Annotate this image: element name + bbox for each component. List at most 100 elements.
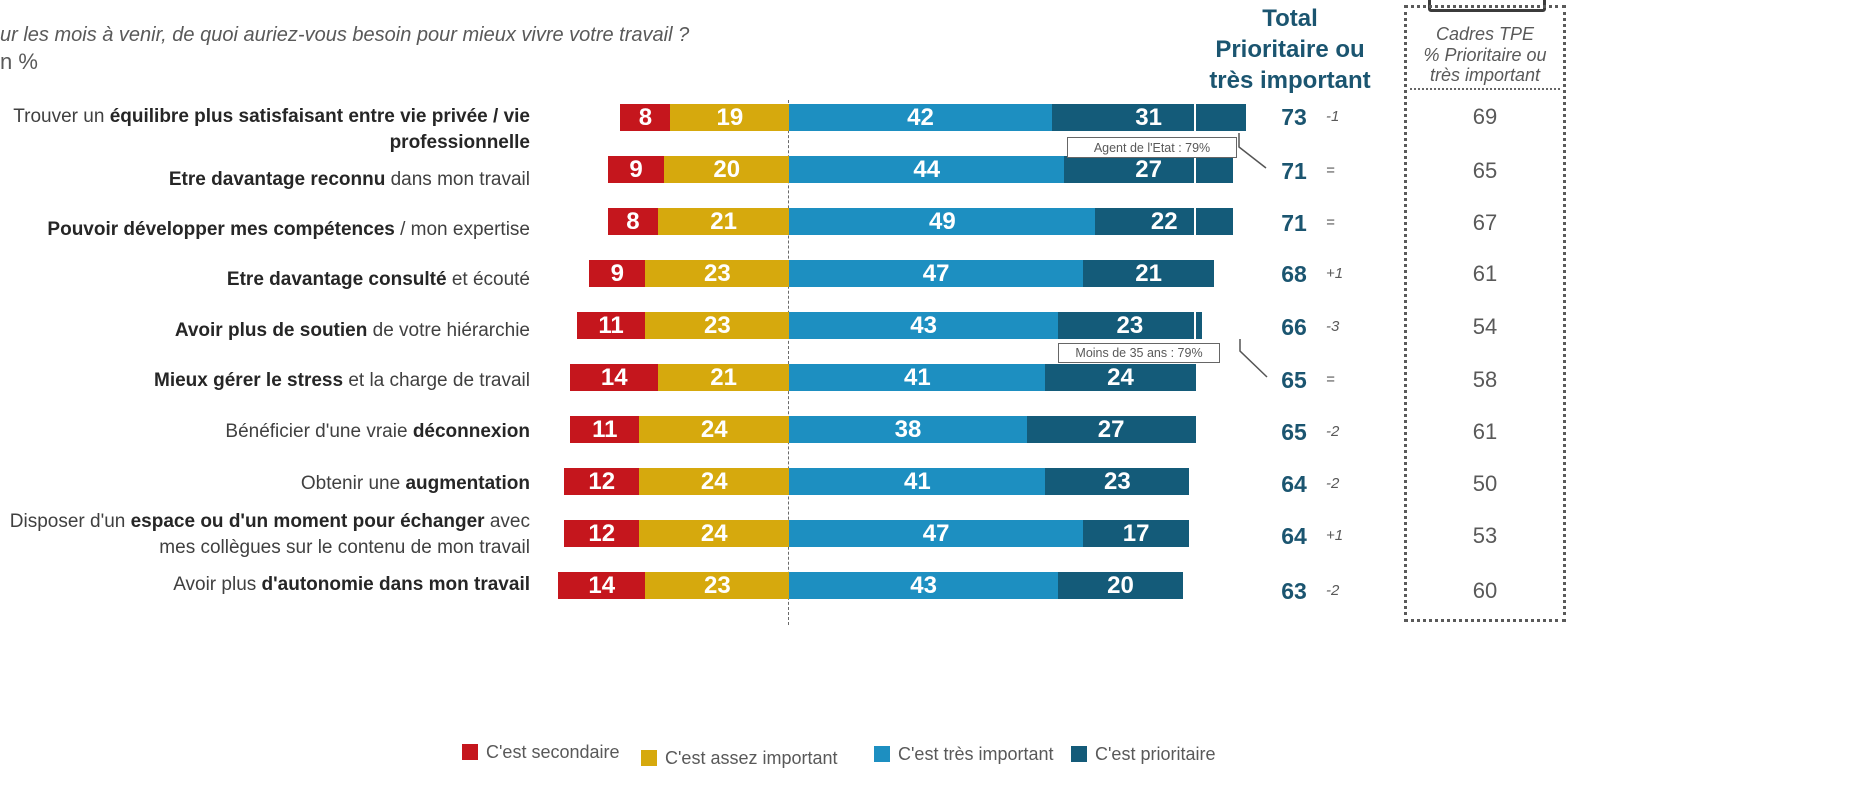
bar-value-label: 47 — [922, 259, 950, 287]
total-header-line: Prioritaire ou — [1215, 36, 1365, 63]
row-label-emphasis: Etre davantage reconnu — [168, 169, 386, 190]
bar-segment-tres-important: 47 — [789, 259, 1084, 287]
cadres-tpe-value: 61 — [1472, 419, 1498, 444]
bar-segment-assez-important: 21 — [657, 207, 790, 235]
bar-value-label: 24 — [700, 415, 728, 443]
row-label: Avoir plus d'autonomie dans mon travail — [173, 572, 530, 598]
cadres-header-line: % Prioritaire ou — [1423, 44, 1547, 65]
bar-segment-assez-important: 24 — [639, 519, 790, 547]
row-label-text: dans mon travail — [385, 169, 530, 190]
evolution-value: -1 — [1326, 108, 1340, 125]
evolution-value: -3 — [1326, 318, 1340, 335]
row-label-text: Disposer d'un — [9, 511, 131, 532]
bar-segment-assez-important: 19 — [670, 103, 790, 131]
bar-value-label: 38 — [894, 415, 922, 443]
bar-value-label: 43 — [910, 311, 937, 339]
row-label-emphasis: Mieux gérer le stress — [154, 370, 344, 391]
evolution-value: -2 — [1326, 582, 1340, 599]
bar-value-label: 23 — [703, 259, 731, 287]
center-axis-line — [788, 100, 789, 625]
bar-segment-assez-important: 24 — [639, 415, 790, 443]
row-label-emphasis: Etre davantage consulté — [226, 269, 447, 290]
bar-value-label: 9 — [629, 155, 643, 183]
cadres-tpe-value: 60 — [1472, 578, 1498, 603]
cadres-tpe-value: 54 — [1472, 314, 1498, 339]
total-column-header: Total Prioritaire ou très important — [1195, 3, 1385, 96]
bar-segment-tres-important: 43 — [789, 571, 1059, 599]
row-label: Etre davantage reconnu dans mon travail — [169, 167, 530, 193]
bar-value-label: 20 — [713, 155, 741, 183]
cadres-tpe-value: 50 — [1472, 471, 1498, 496]
total-value: 63 — [1281, 578, 1307, 604]
legend-label: C'est prioritaire — [1095, 744, 1216, 764]
annotation-text: Agent de l'Etat : 79% — [1093, 140, 1211, 155]
row-label-emphasis: Avoir plus de soutien — [174, 320, 368, 341]
total-value: 68 — [1281, 261, 1307, 287]
row-label-text: avec mes collègues sur le contenu de mon… — [159, 511, 530, 558]
bar-reference-tick — [1194, 155, 1196, 183]
bar-value-label: 23 — [703, 311, 731, 339]
cadres-tpe-panel — [1404, 5, 1566, 622]
bar-segment-tres-important: 44 — [789, 155, 1065, 183]
evolution-value: -2 — [1326, 475, 1340, 492]
cadres-tpe-value: 69 — [1472, 104, 1498, 129]
bar-reference-tick — [1194, 103, 1196, 131]
row-label: Avoir plus de soutien de votre hiérarchi… — [175, 318, 530, 344]
bar-segment-tres-important: 38 — [789, 415, 1027, 443]
bar-segment-prioritaire: 27 — [1026, 415, 1196, 443]
cadres-tpe-value: 61 — [1472, 261, 1498, 286]
row-label-emphasis: équilibre plus satisfaisant entre vie pr… — [109, 106, 530, 153]
bar-value-label: 8 — [638, 103, 653, 131]
evolution-value: +1 — [1326, 527, 1344, 544]
bar-value-label: 41 — [903, 467, 931, 495]
bar-value-label: 14 — [600, 363, 628, 391]
bar-value-label: 21 — [1135, 259, 1162, 287]
bar-value-label: 14 — [588, 571, 616, 599]
row-label: Etre davantage consulté et écouté — [227, 267, 530, 293]
evolution-value: -2 — [1326, 423, 1340, 440]
annotation-text: Moins de 35 ans : 79% — [1075, 346, 1203, 360]
legend-swatch — [1071, 746, 1087, 762]
bar-segment-tres-important: 47 — [789, 519, 1084, 547]
bar-value-label: 23 — [1103, 467, 1131, 495]
bar-value-label: 27 — [1097, 415, 1125, 443]
row-label-emphasis: Pouvoir développer mes compétences — [47, 219, 395, 240]
cadres-tpe-value: 58 — [1472, 367, 1498, 392]
chart-question-title: ur les mois à venir, de quoi auriez-vous… — [0, 24, 690, 46]
row-label: Disposer d'un espace ou d'un moment pour… — [10, 509, 530, 561]
bar-value-label: 24 — [700, 519, 728, 547]
bar-segment-prioritaire: 24 — [1045, 363, 1196, 391]
bar-value-label: 44 — [913, 155, 941, 183]
bar-segment-secondaire: 14 — [570, 363, 659, 391]
bar-value-label: 11 — [598, 311, 624, 339]
bar-segment-tres-important: 41 — [789, 363, 1046, 391]
bar-value-label: 22 — [1150, 207, 1178, 235]
total-value: 65 — [1281, 419, 1307, 445]
bar-segment-secondaire: 12 — [564, 519, 640, 547]
bar-segment-prioritaire: 31 — [1051, 103, 1246, 131]
total-value: 64 — [1281, 523, 1307, 549]
bar-value-label: 9 — [610, 259, 624, 287]
row-label-text: Bénéficier d'une vraie — [225, 421, 413, 442]
row-label: Mieux gérer le stress et la charge de tr… — [154, 368, 530, 394]
annotation-box: Agent de l'Etat : 79% — [1067, 137, 1237, 158]
bar-value-label: 12 — [588, 519, 616, 547]
total-value: 73 — [1281, 104, 1307, 130]
bar-value-label: 21 — [710, 207, 737, 235]
bar-segment-assez-important: 20 — [664, 155, 790, 183]
total-header-line: Total — [1262, 5, 1318, 32]
bar-value-label: 23 — [1116, 311, 1144, 339]
evolution-value: +1 — [1326, 265, 1344, 282]
row-label: Bénéficier d'une vraie déconnexion — [225, 419, 530, 445]
cadres-tpe-value: 53 — [1472, 523, 1498, 548]
row-label-text: et écouté — [446, 269, 530, 290]
bar-segment-secondaire: 8 — [607, 207, 659, 235]
bar-segment-prioritaire: 23 — [1057, 311, 1202, 339]
total-header-line: très important — [1209, 67, 1371, 94]
bar-value-label: 12 — [588, 467, 616, 495]
bar-segment-secondaire: 11 — [576, 311, 646, 339]
bar-segment-secondaire: 8 — [620, 103, 671, 131]
unit-note: n % — [0, 49, 38, 74]
row-label: Pouvoir développer mes compétences / mon… — [47, 217, 530, 243]
evolution-value: = — [1326, 371, 1335, 388]
